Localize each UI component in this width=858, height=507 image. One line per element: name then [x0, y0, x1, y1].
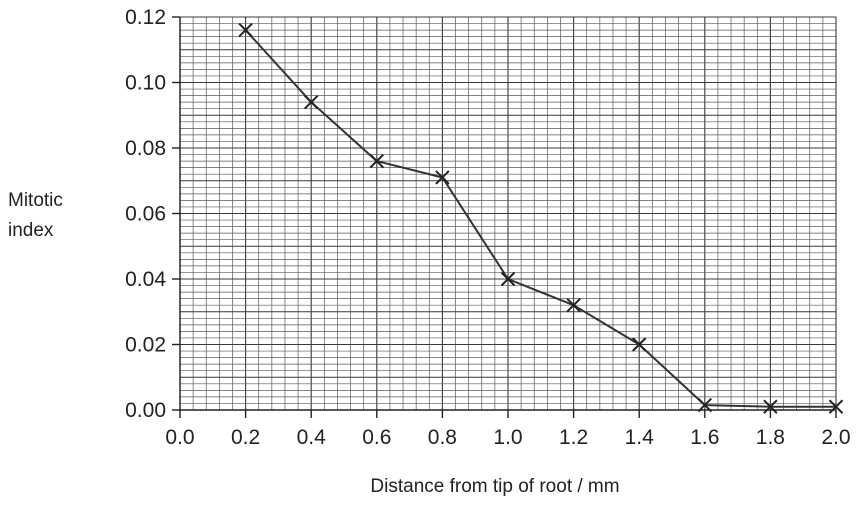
y-axis-label-line-2: index: [8, 220, 54, 241]
x-tick-label: 0.2: [231, 426, 260, 449]
x-tick-label: 1.8: [756, 426, 785, 449]
x-tick-label: 1.6: [690, 426, 719, 449]
y-tick-label: 0.00: [125, 399, 166, 422]
y-tick-label: 0.04: [125, 268, 166, 291]
x-tick-label: 1.2: [559, 426, 588, 449]
data-point-marker: [435, 170, 450, 185]
x-tick-label: 2.0: [821, 426, 850, 449]
y-axis-label-line-1: Mitotic: [8, 190, 63, 211]
chart-labels: Distance from tip of root / mm Mitotic i…: [8, 6, 851, 497]
data-point-marker: [238, 22, 253, 38]
marker-stroke: [828, 399, 844, 414]
chart-axes: [172, 16, 837, 418]
data-point-marker: [828, 399, 844, 414]
x-tick-label: 0.4: [297, 426, 327, 449]
marker-stroke: [697, 397, 713, 413]
marker-stroke: [566, 297, 581, 313]
x-axis-label: Distance from tip of root / mm: [370, 476, 619, 497]
data-point-marker: [631, 337, 647, 352]
series-line: [244, 29, 836, 408]
chart-grid: [179, 16, 837, 411]
y-tick-label: 0.08: [125, 137, 166, 160]
marker-stroke: [369, 153, 385, 169]
x-tick-label: 1.0: [493, 426, 522, 449]
marker-stroke: [435, 170, 450, 185]
y-tick-label: 0.10: [125, 72, 166, 95]
chart-markers: [238, 22, 844, 414]
marker-stroke: [631, 337, 647, 352]
x-tick-label: 1.4: [625, 426, 655, 449]
marker-stroke: [500, 271, 516, 287]
marker-stroke: [303, 94, 319, 110]
x-tick-label: 0.8: [428, 426, 457, 449]
y-tick-label: 0.02: [125, 334, 166, 357]
x-tick-label: 0.0: [165, 426, 194, 449]
marker-stroke: [238, 22, 253, 38]
chart-series: [244, 29, 836, 408]
x-tick-label: 0.6: [362, 426, 391, 449]
y-tick-label: 0.12: [125, 6, 166, 29]
data-point-marker: [369, 153, 385, 169]
data-point-marker: [697, 397, 713, 413]
data-point-marker: [566, 297, 581, 313]
y-tick-label: 0.06: [125, 203, 166, 226]
data-point-marker: [500, 271, 516, 287]
data-point-marker: [303, 94, 319, 110]
data-point-marker: [763, 399, 778, 414]
marker-stroke: [763, 399, 778, 414]
